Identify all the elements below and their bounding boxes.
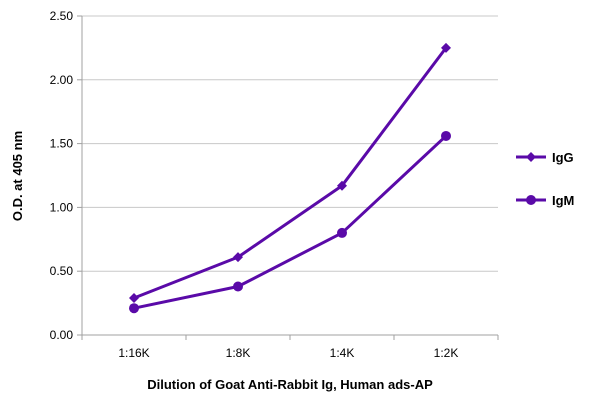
y-axis-title: O.D. at 405 nm bbox=[10, 131, 25, 221]
x-tick-label: 1:4K bbox=[330, 346, 355, 360]
y-tick-label: 1.00 bbox=[50, 200, 74, 214]
series-line-igg bbox=[133, 46, 448, 300]
x-axis-title: Dilution of Goat Anti-Rabbit Ig, Human a… bbox=[147, 377, 433, 392]
data-point-igm bbox=[129, 303, 139, 314]
series-igm bbox=[129, 130, 451, 314]
data-point-igg bbox=[337, 180, 347, 191]
data-point-igm bbox=[233, 281, 243, 292]
y-tick-label: 2.00 bbox=[50, 73, 74, 87]
series-igg bbox=[129, 42, 451, 303]
x-tick-label: 1:2K bbox=[434, 346, 459, 360]
legend-marker-igm bbox=[526, 195, 536, 205]
legend-label-igm: IgM bbox=[552, 193, 574, 208]
data-point-igg bbox=[233, 252, 243, 263]
y-tick-label: 0.00 bbox=[50, 328, 74, 342]
x-axis-ticks: 1:16K 1:8K 1:4K 1:2K bbox=[81, 335, 499, 360]
legend-label-igg: IgG bbox=[552, 150, 574, 165]
legend-item-igm: IgM bbox=[516, 193, 574, 208]
data-point-igm bbox=[337, 227, 347, 238]
legend-marker-igg bbox=[526, 152, 536, 162]
legend: IgG IgM bbox=[516, 150, 574, 208]
data-point-igg bbox=[441, 42, 451, 53]
data-point-igm bbox=[441, 130, 451, 141]
x-tick-label: 1:8K bbox=[226, 346, 251, 360]
series-group bbox=[129, 42, 451, 314]
y-tick-label: 2.50 bbox=[50, 9, 74, 23]
grid bbox=[81, 15, 498, 336]
x-tick-label: 1:16K bbox=[118, 346, 149, 360]
y-axis-ticks: 0.00 0.50 1.00 1.50 2.00 2.50 bbox=[50, 9, 82, 342]
legend-item-igg: IgG bbox=[516, 150, 574, 165]
y-tick-label: 1.50 bbox=[50, 137, 74, 151]
series-line-igm bbox=[133, 134, 448, 310]
data-point-igg bbox=[129, 292, 139, 303]
y-tick-label: 0.50 bbox=[50, 264, 74, 278]
